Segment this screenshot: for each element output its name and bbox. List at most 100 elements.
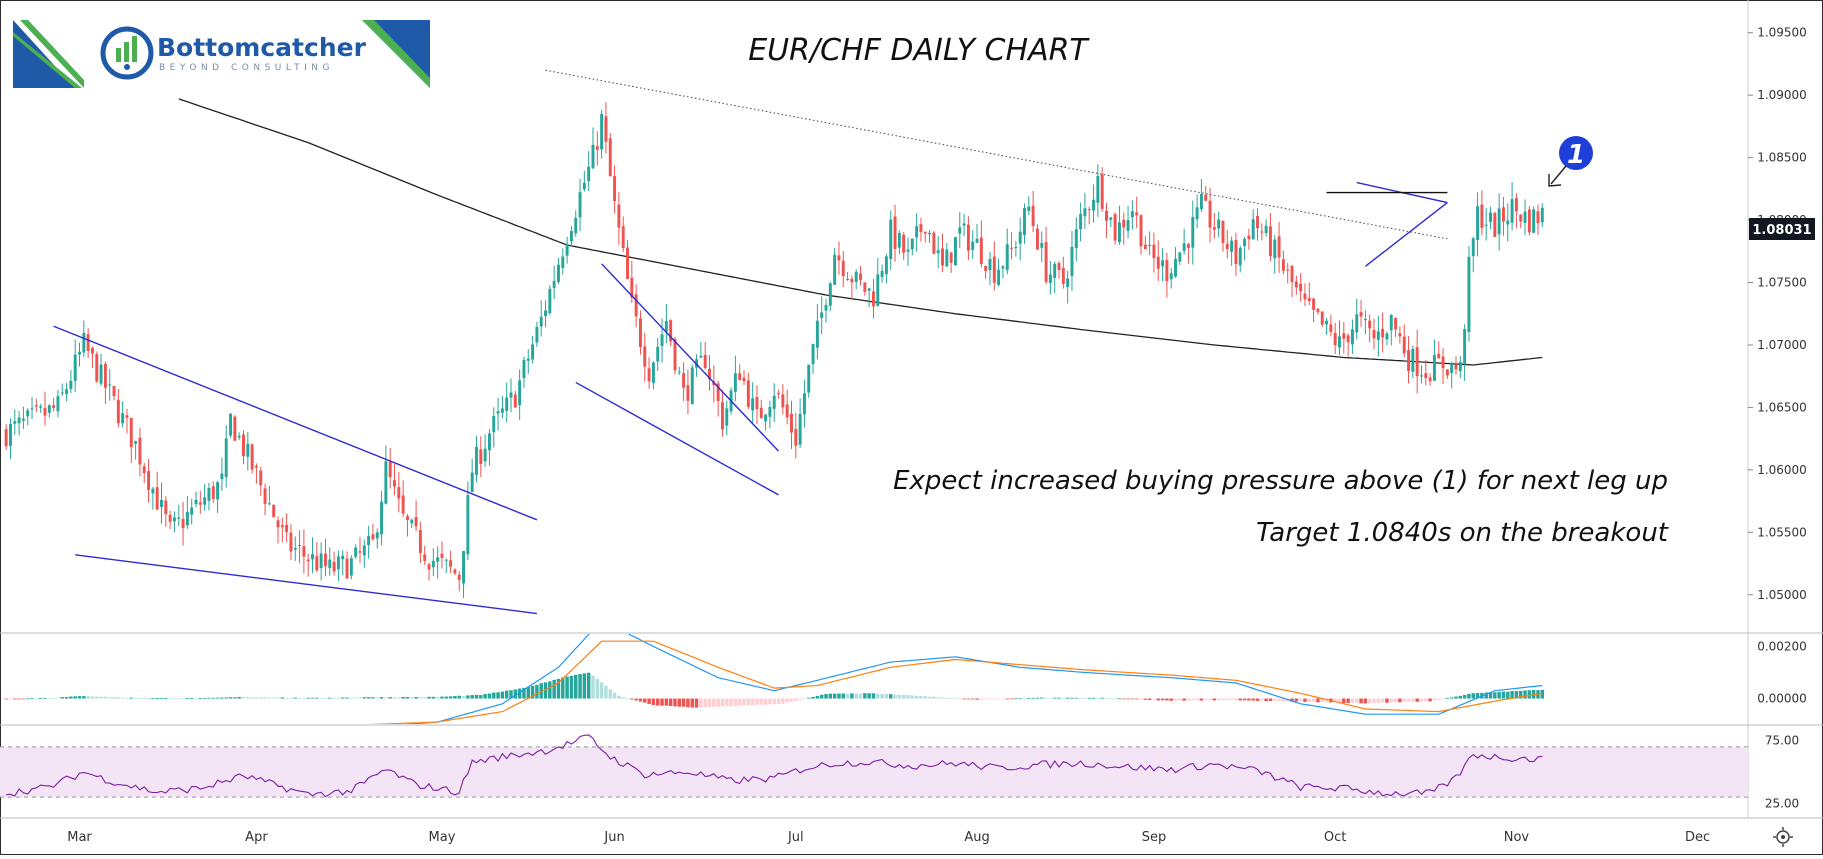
candle-body bbox=[21, 418, 25, 421]
macd-histogram-bar bbox=[530, 685, 535, 699]
macd-histogram-bar bbox=[927, 696, 932, 699]
macd-histogram-bar bbox=[267, 697, 272, 699]
candle-body bbox=[1174, 258, 1177, 277]
candle bbox=[1398, 326, 1402, 344]
macd-histogram-bar bbox=[1031, 697, 1035, 699]
candle-body bbox=[90, 348, 94, 354]
candle bbox=[285, 513, 289, 543]
candle-body bbox=[1135, 212, 1139, 216]
macd-histogram-bar bbox=[345, 697, 349, 699]
candle bbox=[315, 542, 319, 573]
candle-body bbox=[1113, 214, 1117, 241]
candle bbox=[69, 370, 73, 394]
candle bbox=[1476, 192, 1480, 257]
price-tick-label: 1.05500 bbox=[1757, 525, 1807, 539]
candle-body bbox=[915, 226, 919, 238]
candle bbox=[1376, 315, 1380, 357]
candle bbox=[324, 538, 327, 577]
candle-body bbox=[444, 559, 448, 561]
candle-body bbox=[841, 260, 845, 277]
macd-histogram-bar bbox=[95, 696, 99, 699]
candle-body bbox=[1247, 235, 1251, 240]
candle bbox=[815, 304, 819, 360]
macd-histogram-bar bbox=[1208, 698, 1212, 701]
macd-histogram-bar bbox=[1501, 691, 1506, 699]
logo-emblem-bar-1 bbox=[116, 48, 121, 62]
candle-body bbox=[207, 487, 211, 501]
candle-body bbox=[1260, 231, 1264, 233]
candle-body bbox=[1208, 200, 1212, 228]
candle-body bbox=[142, 466, 146, 474]
macd-histogram-bar bbox=[1510, 691, 1514, 699]
macd-histogram-bar bbox=[509, 690, 513, 699]
candle-body bbox=[1450, 363, 1454, 373]
macd-histogram-bar bbox=[578, 674, 582, 699]
macd-histogram-bar bbox=[1406, 698, 1411, 702]
candle bbox=[21, 406, 25, 429]
candle bbox=[656, 338, 660, 371]
candle-body bbox=[1092, 199, 1096, 211]
candle-body bbox=[505, 397, 509, 411]
macd-histogram-bar bbox=[1333, 698, 1337, 703]
candle bbox=[608, 132, 612, 177]
candle-body bbox=[39, 406, 43, 408]
candle bbox=[164, 496, 168, 527]
candle-body bbox=[1299, 283, 1303, 292]
candle-body bbox=[393, 480, 396, 487]
candle bbox=[1363, 310, 1367, 335]
candle-body bbox=[902, 234, 906, 253]
candle bbox=[919, 217, 923, 242]
candle bbox=[211, 481, 215, 503]
candle bbox=[1471, 236, 1475, 273]
candle-body bbox=[1230, 240, 1234, 252]
candle-body bbox=[850, 278, 854, 283]
macd-histogram-bar bbox=[1160, 698, 1165, 701]
candle bbox=[151, 486, 155, 510]
candle-body bbox=[116, 399, 120, 424]
macd-histogram-bar bbox=[435, 697, 440, 699]
candle bbox=[56, 389, 60, 418]
candle bbox=[487, 429, 491, 466]
candle-body bbox=[34, 405, 38, 407]
candle-body bbox=[1420, 375, 1423, 377]
candle bbox=[1312, 297, 1316, 323]
candle bbox=[953, 236, 957, 266]
macd-histogram-bar bbox=[8, 698, 13, 700]
macd-histogram-bar bbox=[889, 694, 893, 699]
candle bbox=[1027, 196, 1031, 216]
candle-body bbox=[1290, 266, 1294, 283]
candle bbox=[1066, 270, 1070, 304]
gear-icon[interactable] bbox=[1773, 827, 1793, 847]
macd-histogram-bar bbox=[1273, 698, 1277, 701]
macd-histogram-bar bbox=[56, 697, 60, 699]
macd-histogram-bar bbox=[271, 697, 276, 699]
candle bbox=[647, 357, 651, 389]
macd-histogram-bar bbox=[949, 698, 953, 700]
candle bbox=[1372, 318, 1376, 350]
candle-body bbox=[777, 392, 781, 394]
time-tick-label: Jun bbox=[603, 830, 624, 845]
candle bbox=[1523, 199, 1527, 236]
candle-body bbox=[669, 320, 673, 342]
candle bbox=[513, 391, 517, 408]
candle bbox=[302, 529, 306, 574]
candle-body bbox=[293, 547, 297, 550]
candle bbox=[638, 310, 642, 355]
candle bbox=[1148, 231, 1152, 256]
macd-histogram-bar bbox=[923, 696, 927, 699]
candle bbox=[1424, 359, 1428, 386]
candle bbox=[1143, 236, 1147, 250]
macd-histogram-bar bbox=[742, 698, 746, 706]
candle-body bbox=[997, 269, 1001, 285]
candle bbox=[496, 397, 500, 431]
candle bbox=[276, 516, 280, 544]
macd-histogram-bar bbox=[552, 679, 556, 699]
candle-body bbox=[151, 488, 155, 494]
candle bbox=[1281, 250, 1285, 275]
macd-histogram-bar bbox=[824, 694, 828, 699]
macd-histogram-bar bbox=[1445, 697, 1450, 699]
candle bbox=[449, 550, 453, 574]
candle bbox=[1316, 308, 1320, 315]
candle-body bbox=[910, 238, 914, 250]
macd-histogram-bar bbox=[405, 696, 410, 699]
